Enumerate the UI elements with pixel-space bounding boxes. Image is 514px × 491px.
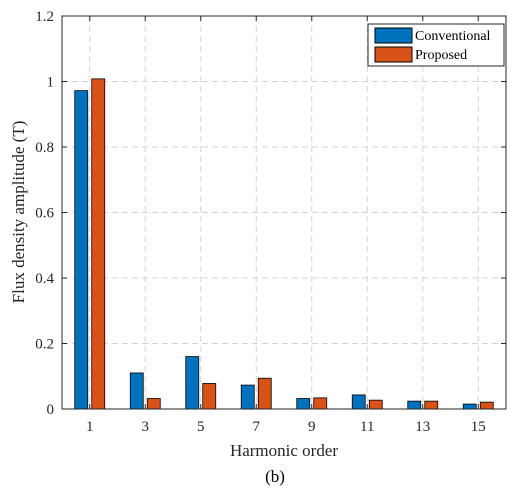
x-tick-label: 7: [253, 419, 261, 435]
bar-proposed-7: [258, 378, 271, 409]
figure-caption: (b): [265, 467, 285, 486]
bar-proposed-9: [314, 398, 327, 409]
legend-label-conventional: Conventional: [415, 29, 491, 44]
x-tick-label: 3: [142, 419, 150, 435]
x-tick-label: 5: [197, 419, 205, 435]
bar-conventional-11: [352, 395, 365, 409]
x-tick-label: 11: [360, 419, 374, 435]
bar-proposed-11: [369, 400, 382, 409]
x-axis-title: Harmonic order: [230, 441, 338, 460]
legend-swatch-proposed: [375, 47, 412, 62]
bar-proposed-1: [92, 79, 105, 409]
bar-conventional-9: [297, 399, 310, 409]
bar-conventional-13: [408, 401, 421, 409]
bar-proposed-5: [203, 383, 216, 409]
bar-proposed-13: [425, 401, 438, 409]
y-tick-label: 1: [47, 75, 55, 91]
legend-swatch-conventional: [375, 28, 412, 43]
bar-conventional-7: [241, 385, 254, 409]
y-axis-title: Flux density amplitude (T): [9, 121, 28, 304]
x-tick-label: 15: [471, 419, 486, 435]
bar-conventional-5: [186, 357, 199, 409]
bar-proposed-3: [147, 399, 160, 409]
y-tick-label: 0.6: [35, 206, 54, 222]
bar-conventional-15: [463, 404, 476, 409]
bar-conventional-1: [75, 91, 88, 409]
x-tick-label: 1: [86, 419, 94, 435]
y-tick-label: 0.4: [35, 271, 54, 287]
y-tick-label: 1.2: [35, 9, 54, 25]
legend: Conventional Proposed: [368, 24, 504, 66]
y-tick-label: 0: [47, 402, 55, 418]
bar-conventional-3: [130, 373, 143, 409]
bar-proposed-15: [480, 402, 493, 409]
x-tick-label: 9: [308, 419, 316, 435]
y-tick-label: 0.2: [35, 337, 54, 353]
legend-label-proposed: Proposed: [415, 48, 467, 63]
y-tick-label: 0.8: [35, 140, 54, 156]
x-tick-label: 13: [415, 419, 430, 435]
